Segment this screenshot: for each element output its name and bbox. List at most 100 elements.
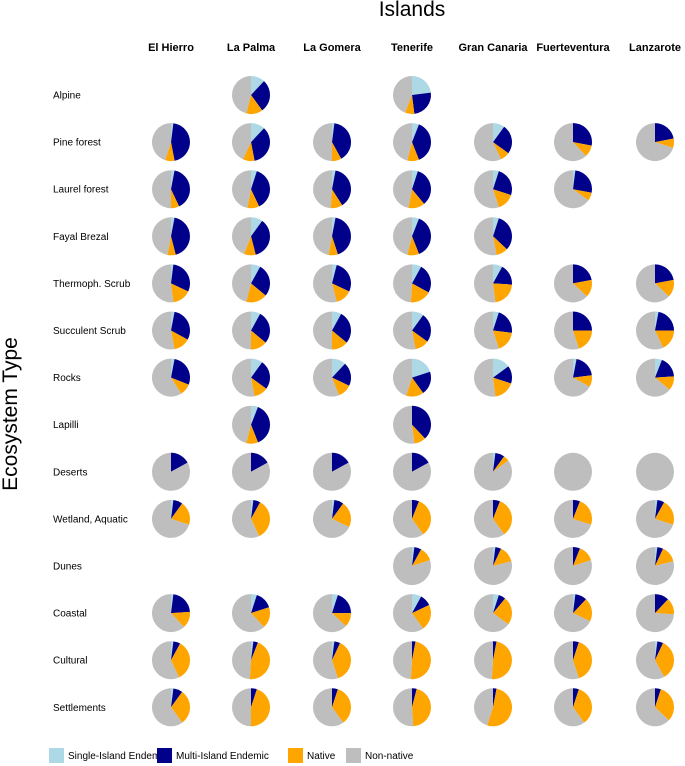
pie-thermoph-scrub-lanzarote [636, 264, 674, 303]
pie-laurel-forest-la-gomera [313, 170, 351, 209]
slice-multi-island-endemic [332, 265, 351, 292]
slice-native [330, 189, 343, 209]
slice-native [655, 376, 674, 390]
slice-native [332, 283, 350, 302]
slice-non-native [473, 217, 497, 256]
slice-non-native [232, 594, 265, 633]
slice-native [493, 377, 512, 397]
slice-multi-island-endemic [332, 170, 351, 206]
slice-native [412, 424, 426, 444]
pie-dunes-fuerteventura [553, 546, 592, 585]
slice-single-island-endemic [332, 264, 337, 284]
slice-multi-island-endemic [493, 171, 512, 196]
slice-native [171, 283, 189, 303]
slice-non-native [231, 358, 255, 397]
pie-succulent-scrub-lanzarote [635, 311, 674, 350]
slice-multi-island-endemic [655, 594, 669, 614]
slice-multi-island-endemic [573, 358, 592, 378]
slice-single-island-endemic [171, 358, 175, 378]
slice-multi-island-endemic [171, 358, 191, 385]
slice-single-island-endemic [171, 311, 175, 331]
slice-native [251, 689, 270, 727]
slice-non-native [554, 452, 592, 491]
pie-laurel-forest-tenerife [393, 170, 431, 209]
legend-item-multi-island-endemic: Multi-Island Endemic [157, 748, 269, 763]
row-label-fayal-brezal: Fayal Brezal [53, 232, 109, 243]
pie-alpine-la-palma [232, 76, 271, 114]
row-label-succulent-scrub: Succulent Scrub [53, 326, 126, 337]
pie-wetland-aquatic-gran-canaria [474, 499, 513, 538]
slice-non-native [473, 170, 499, 209]
row-label-cultural: Cultural [53, 656, 87, 667]
slice-non-native [312, 264, 337, 303]
slice-native [171, 377, 189, 394]
pie-wetland-aquatic-tenerife [393, 499, 432, 538]
slice-non-native [232, 264, 251, 302]
slice-non-native [553, 641, 579, 680]
slice-multi-island-endemic [332, 641, 341, 661]
slice-non-native [151, 311, 175, 350]
slice-non-native [393, 123, 412, 161]
slice-multi-island-endemic [171, 217, 190, 255]
slice-native [655, 548, 674, 566]
pie-thermoph-scrub-la-palma [232, 264, 270, 303]
slice-multi-island-endemic [171, 170, 190, 207]
slice-single-island-endemic [251, 594, 257, 614]
slice-multi-island-endemic [493, 266, 512, 285]
slice-native [328, 236, 338, 256]
slice-single-island-endemic [573, 358, 577, 378]
pie-lapilli-la-palma [232, 405, 271, 444]
slice-multi-island-endemic [251, 362, 271, 389]
slice-non-native [313, 123, 332, 162]
pie-deserts-el-hierro [151, 452, 190, 491]
pie-succulent-scrub-el-hierro [151, 311, 190, 350]
slice-multi-island-endemic [493, 452, 505, 472]
slice-non-native [473, 123, 502, 162]
pie-fayal-brezal-el-hierro [152, 217, 190, 256]
slice-multi-island-endemic [412, 596, 430, 614]
pie-cultural-gran-canaria [474, 641, 512, 680]
slice-non-native [393, 499, 424, 538]
slice-native [246, 424, 258, 444]
slice-native [493, 330, 512, 349]
slice-multi-island-endemic [251, 452, 268, 472]
slice-native [655, 502, 674, 525]
pie-pine-forest-el-hierro [152, 123, 190, 162]
slice-native [573, 642, 592, 679]
slice-multi-island-endemic [493, 312, 512, 333]
slice-single-island-endemic [171, 688, 174, 708]
slice-non-native [473, 311, 499, 350]
pie-thermoph-scrub-el-hierro [151, 264, 190, 303]
pie-cultural-fuerteventura [553, 641, 592, 680]
slice-multi-island-endemic [573, 594, 587, 614]
slice-native [573, 279, 592, 297]
slice-multi-island-endemic [493, 641, 497, 661]
slice-single-island-endemic [171, 594, 174, 614]
slice-multi-island-endemic [332, 688, 338, 708]
slice-multi-island-endemic [412, 218, 432, 254]
slice-multi-island-endemic [412, 315, 432, 342]
slice-native [655, 599, 674, 615]
slice-native [332, 330, 347, 350]
slice-native [487, 688, 513, 727]
slice-native [655, 330, 674, 348]
slice-native [244, 236, 256, 256]
slice-single-island-endemic [412, 76, 431, 95]
pie-deserts-fuerteventura [554, 452, 592, 491]
slice-native [332, 643, 351, 679]
slice-multi-island-endemic [251, 500, 261, 519]
slice-non-native [636, 688, 669, 727]
slice-non-native [313, 170, 332, 209]
slice-non-native [393, 170, 412, 208]
pie-settlements-fuerteventura [554, 688, 592, 727]
slice-non-native [392, 405, 415, 444]
slice-non-native [473, 264, 496, 303]
slice-single-island-endemic [332, 594, 338, 614]
pie-thermoph-scrub-la-gomera [312, 264, 351, 303]
legend-label-native: Native [307, 751, 336, 762]
slice-multi-island-endemic [412, 688, 417, 708]
legend-item-single-island-endemic: Single-Island Endemic [49, 748, 168, 763]
pie-wetland-aquatic-la-palma [231, 499, 270, 538]
slice-multi-island-endemic [493, 126, 513, 154]
pie-pine-forest-fuerteventura [554, 123, 592, 162]
